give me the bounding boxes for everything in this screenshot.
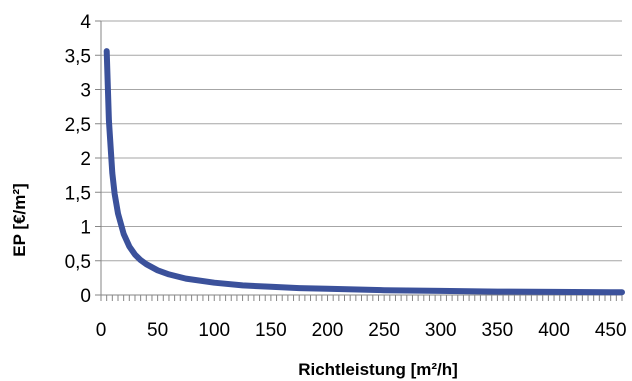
x-axis-title: Richtleistung [m²/h] xyxy=(298,360,458,379)
x-tick-label: 400 xyxy=(538,320,570,341)
y-tick-label: 4 xyxy=(80,12,91,33)
y-tick-label: 2 xyxy=(80,149,91,170)
grid-lines xyxy=(101,20,622,262)
x-tick-label: 300 xyxy=(425,320,457,341)
x-tick-label: 350 xyxy=(482,320,514,341)
y-tick-label: 3,5 xyxy=(65,46,91,67)
axes xyxy=(95,20,623,301)
y-tick-label: 1 xyxy=(80,218,91,239)
series-layer xyxy=(103,48,625,296)
y-tick-label: 0,5 xyxy=(65,252,91,273)
x-tick-label: 50 xyxy=(147,320,168,341)
x-tick-label: 200 xyxy=(312,320,344,341)
series-line xyxy=(103,48,625,296)
y-axis-title: EP [€/m²] xyxy=(10,183,29,256)
tick-labels: 0 0,5 1 1,5 2 2,5 3 3,5 4 0 50 100 150 200 250 300 350 40… xyxy=(65,12,627,341)
y-tick-label: 3 xyxy=(80,81,91,102)
y-tick-label: 0 xyxy=(80,286,91,307)
y-tick-label: 1,5 xyxy=(65,183,91,204)
x-tick-label: 100 xyxy=(198,320,230,341)
x-tick-label: 250 xyxy=(368,320,400,341)
x-tick-label: 150 xyxy=(255,320,287,341)
x-tick-label: 450 xyxy=(595,320,627,341)
y-tick-label: 2,5 xyxy=(65,115,91,136)
x-tick-label: 0 xyxy=(96,320,107,341)
